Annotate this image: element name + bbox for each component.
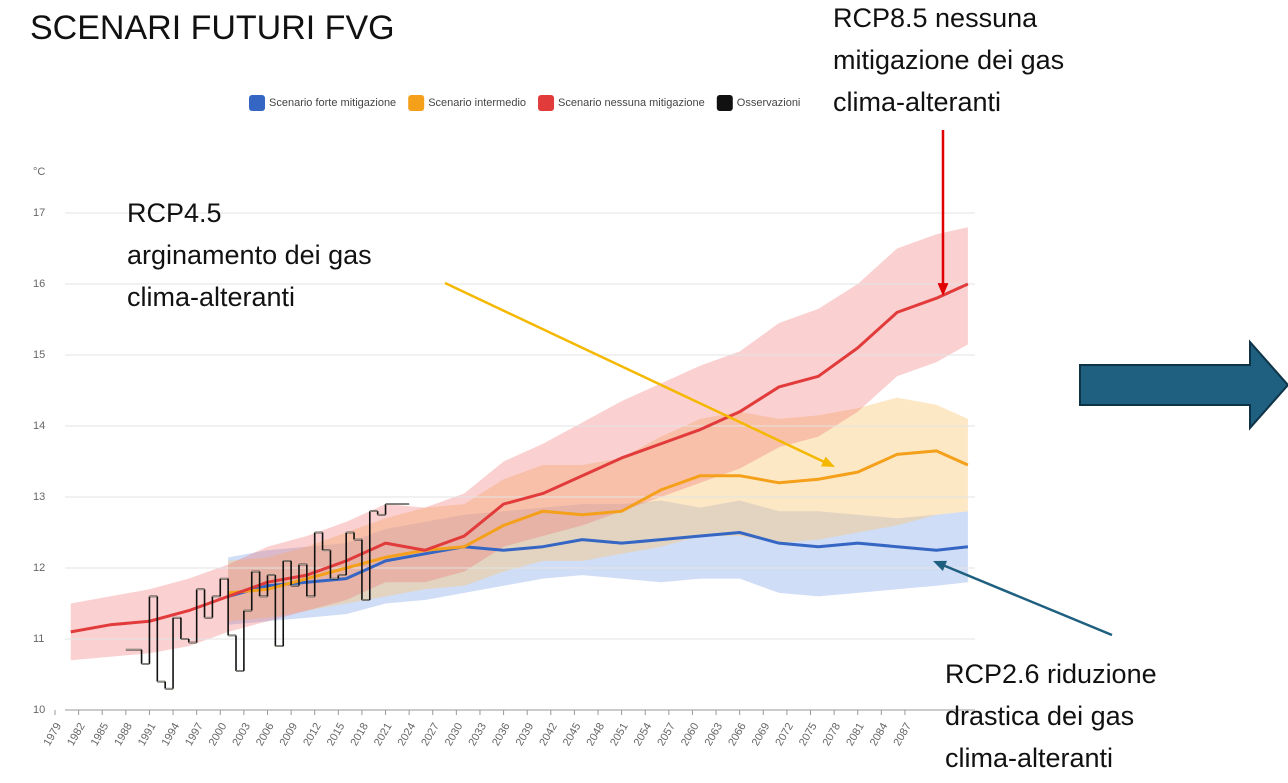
x-tick-label: 1991: [136, 721, 159, 748]
y-tick-label: 16: [33, 278, 45, 290]
band: [228, 397, 968, 622]
x-tick-label: 2057: [655, 721, 678, 748]
band: [70, 227, 968, 661]
annotation-text: arginamento dei gas: [127, 240, 372, 270]
x-tick-label: 2084: [868, 721, 891, 748]
series-line: [228, 449, 969, 595]
annotation-text: clima-alteranti: [127, 282, 295, 312]
legend-swatch: [716, 95, 733, 111]
annotation-arrowhead: [937, 283, 949, 296]
overlay: Scenario forte mitigazione Scenario inter…: [127, 3, 1157, 773]
x-tick-label: 1982: [65, 721, 88, 748]
x-tick-label: 2063: [703, 721, 726, 748]
x-tick-label: 2000: [207, 721, 230, 748]
x-tick-label: 2030: [443, 721, 466, 748]
y-tick-label: 12: [33, 562, 45, 574]
y-axis-unit: °C: [33, 166, 45, 178]
legend-label: Scenario nessuna mitigazione: [558, 97, 705, 109]
y-tick-label: 17: [33, 207, 45, 219]
x-tick-label: 2003: [230, 721, 253, 748]
x-tick-label: 2009: [278, 721, 301, 748]
x-tick-label: 1994: [160, 721, 183, 748]
bands: [70, 227, 968, 661]
annotation-arrow: [942, 564, 1113, 637]
big-arrow: [1079, 339, 1288, 431]
annotation-text: RCP2.6 riduzione: [945, 659, 1157, 689]
annotation-arrowhead: [933, 560, 947, 571]
x-tick-label: 2024: [396, 721, 419, 748]
x-tick-label: 2078: [821, 721, 844, 748]
annotation-arrowhead: [821, 456, 835, 467]
legend-swatch: [249, 95, 265, 111]
annotation-text: drastica dei gas: [945, 701, 1134, 731]
x-tick-label: 2075: [797, 721, 820, 748]
grid: 10 11 12 13 14 15 16 17 1979 1982 1985 1988 1991 1994…: [33, 207, 975, 748]
slide-title: SCENARI FUTURI FVG: [30, 9, 395, 47]
annotation-arrow: [444, 281, 826, 464]
x-tick-label: 2054: [632, 721, 655, 748]
y-tick-label: 15: [33, 349, 45, 361]
x-tick-label: 2048: [584, 721, 607, 748]
annotation-text: RCP8.5 nessuna: [833, 3, 1038, 33]
x-tick-label: 2018: [348, 721, 371, 748]
x-tick-label: 1988: [112, 721, 135, 748]
x-tick-label: 1979: [41, 721, 64, 748]
x-tick-label: 2039: [514, 721, 537, 748]
legend-label: Osservazioni: [737, 97, 801, 109]
x-tick-label: 2066: [726, 721, 749, 748]
legend-swatch: [408, 95, 425, 111]
y-tick-label: 13: [33, 491, 45, 503]
x-tick-label: 2072: [773, 721, 796, 748]
annotation-text: clima-alteranti: [945, 743, 1113, 773]
x-tick-label: 2042: [537, 721, 560, 748]
x-tick-label: 2033: [466, 721, 489, 748]
annotation-text: clima-alteranti: [833, 87, 1001, 117]
x-tick-label: 2045: [561, 721, 584, 748]
series-line: [227, 531, 969, 598]
x-tick-label: 2015: [325, 721, 348, 748]
y-tick-label: 11: [33, 633, 44, 645]
x-tick-label: 1985: [89, 721, 112, 748]
x-tick-label: 2069: [750, 721, 773, 748]
x-tick-label: 2021: [372, 721, 395, 748]
x-tick-label: 2027: [419, 721, 442, 748]
series-line: [70, 282, 969, 634]
x-tick-label: 2081: [844, 721, 867, 748]
y-tick-label: 10: [33, 704, 45, 716]
x-tick-label: 2036: [490, 721, 513, 748]
x-tick-label: 2012: [301, 721, 324, 748]
annotation-text: RCP4.5: [127, 198, 222, 228]
y-tick-label: 14: [33, 420, 45, 432]
x-tick-label: 2006: [254, 721, 277, 748]
x-tick-label: 2087: [891, 721, 914, 748]
x-tick-label: 1997: [183, 721, 206, 748]
band: [228, 500, 968, 625]
annotation-text: mitigazione dei gas: [833, 45, 1064, 75]
lines: [70, 282, 969, 690]
legend-label: Scenario forte mitigazione: [269, 97, 396, 109]
x-tick-label: 2051: [608, 721, 631, 748]
x-tick-label: 2060: [679, 721, 702, 748]
legend-label: Scenario intermedio: [428, 97, 526, 109]
legend-swatch: [538, 95, 555, 111]
